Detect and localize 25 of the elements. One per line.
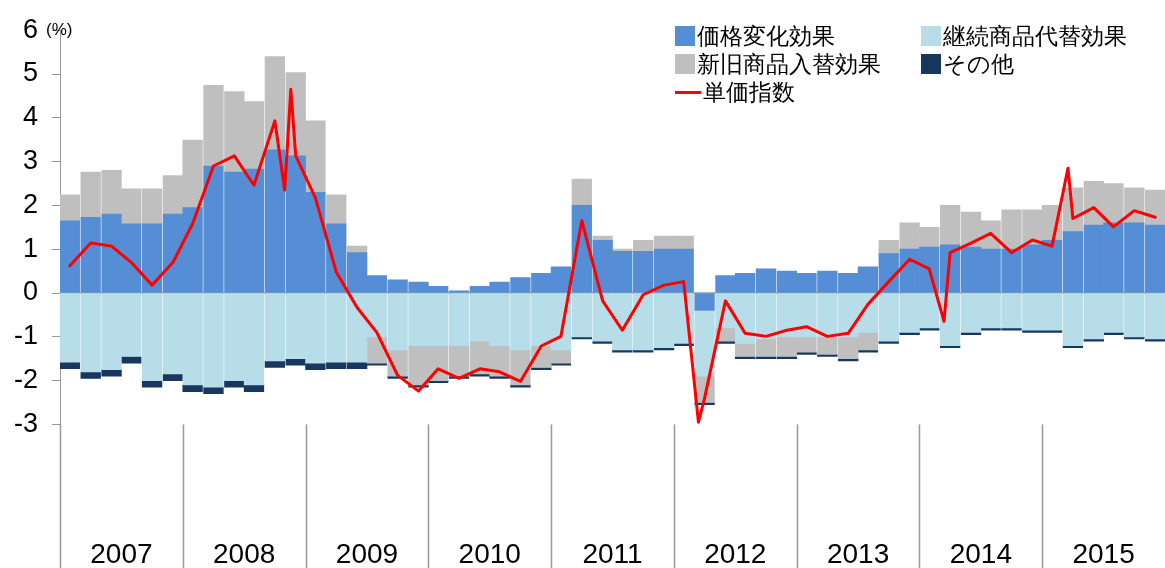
y-tick-label: 4 (22, 101, 39, 132)
x-tick-label: 2010 (458, 537, 521, 568)
x-tick-label: 2007 (90, 537, 153, 568)
x-tick-label: 2013 (826, 537, 890, 568)
y-tick-label: 0 (22, 276, 39, 307)
x-tick-label: 2014 (949, 537, 1012, 568)
legend-label: 単価指数 (703, 78, 795, 106)
legend-label: その他 (943, 50, 1014, 78)
y-tick-label: -1 (13, 320, 39, 351)
legend-label: 価格変化効果 (697, 22, 835, 50)
legend-label: 継続商品代替効果 (943, 22, 1127, 50)
x-tick-label: 2011 (582, 537, 643, 568)
y-axis-title: (%) (46, 20, 73, 40)
x-tick-label: 2015 (1072, 537, 1135, 568)
y-tick-label: 2 (22, 188, 39, 219)
legend-label: 新旧商品入替効果 (697, 50, 881, 78)
x-tick-label: 2012 (704, 537, 767, 568)
y-tick-label: 6 (22, 13, 39, 44)
y-tick-label: 1 (22, 232, 39, 263)
y-tick-label: -2 (13, 364, 39, 395)
x-tick-label: 2009 (335, 537, 399, 568)
x-tick-label: 2008 (213, 537, 276, 568)
y-tick-label: 3 (22, 145, 39, 176)
y-tick-label: 5 (22, 57, 39, 88)
y-tick-label: -3 (13, 407, 39, 438)
